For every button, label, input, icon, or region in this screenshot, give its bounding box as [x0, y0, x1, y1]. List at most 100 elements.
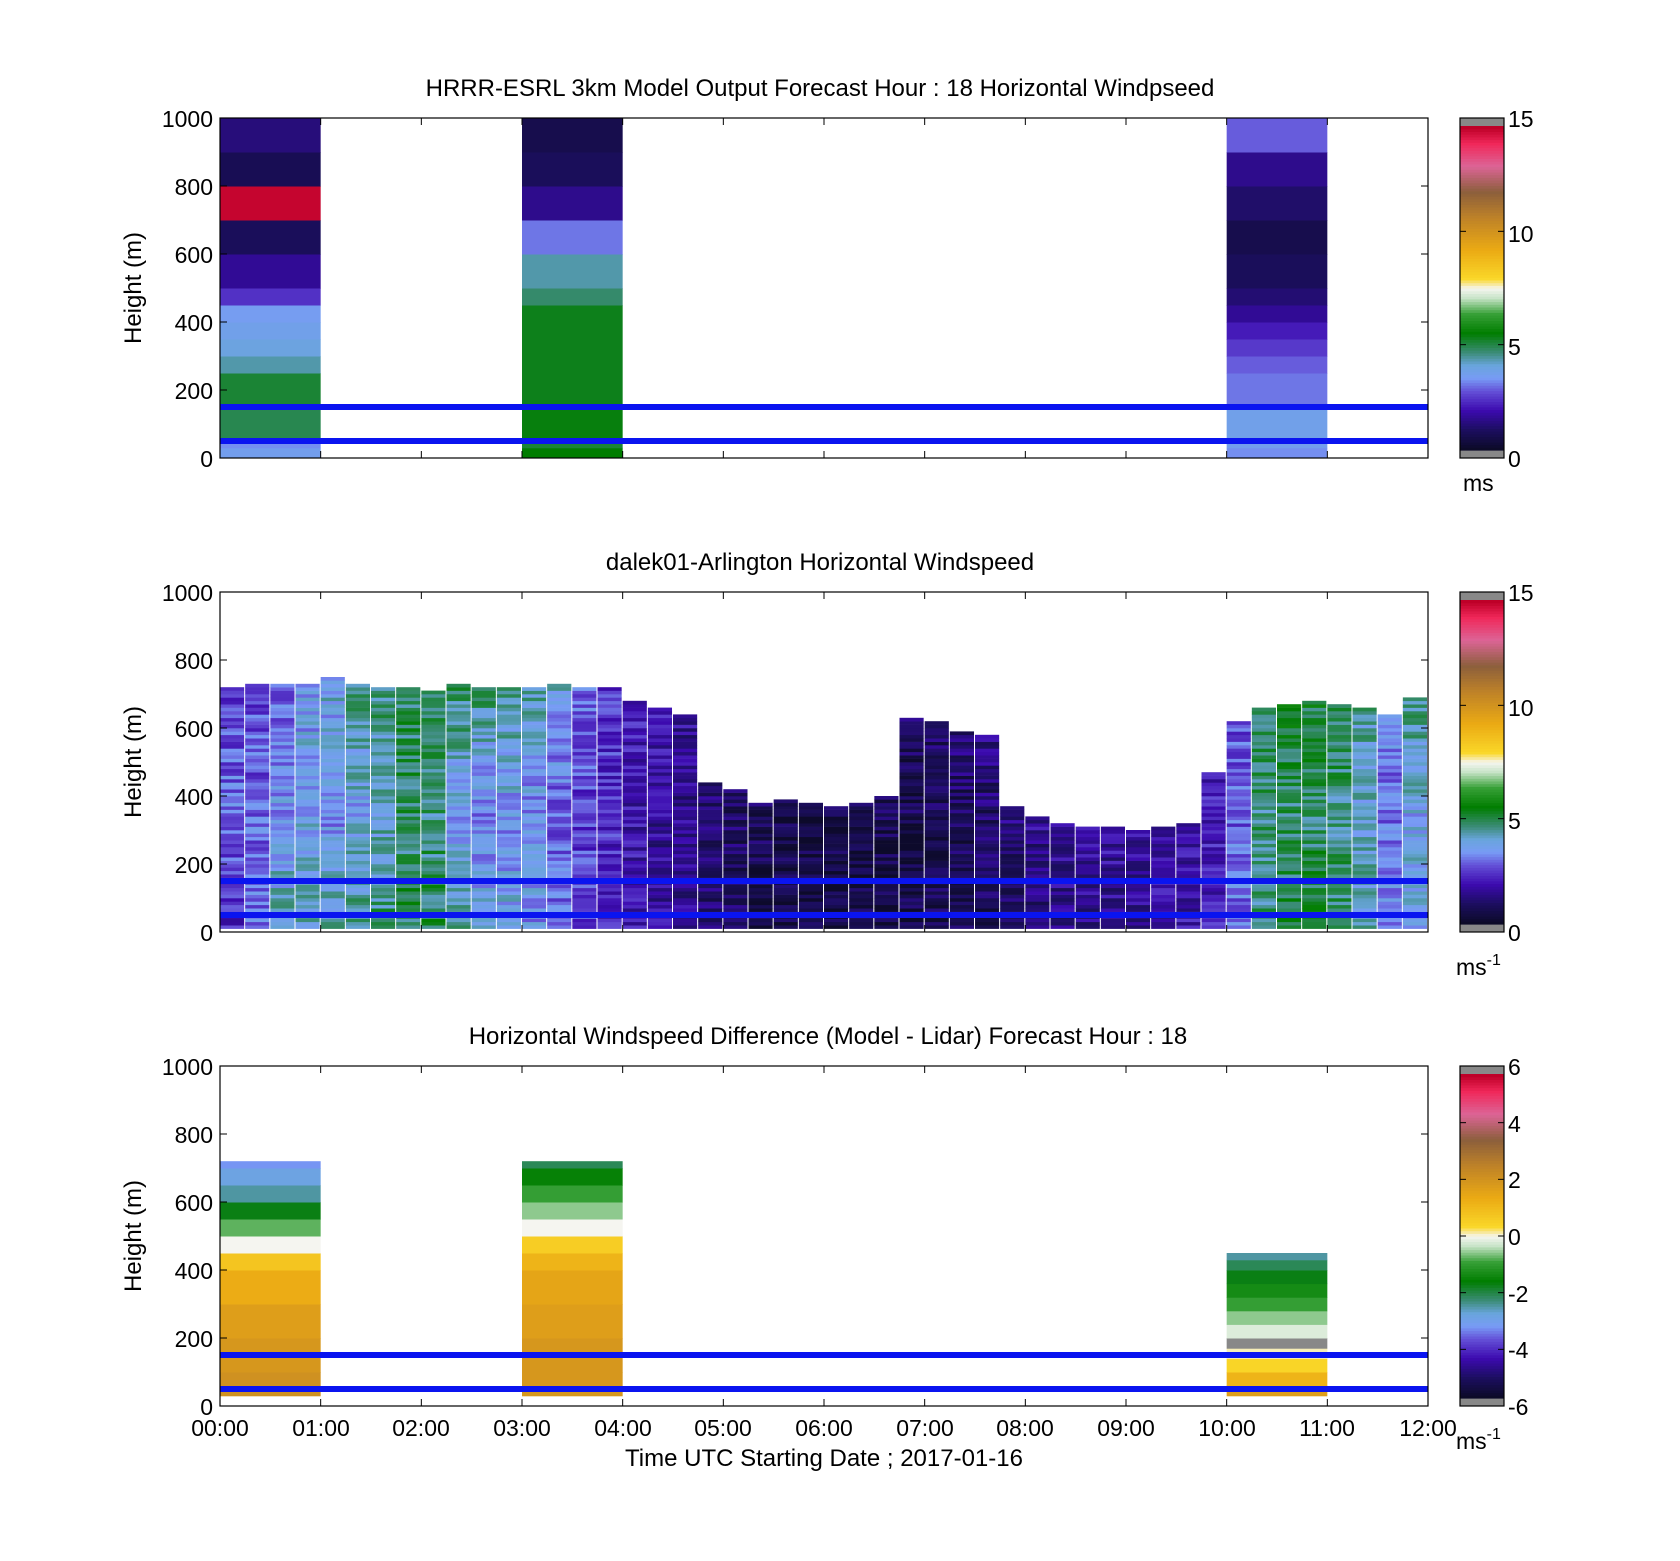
lidar-range-gate	[673, 758, 698, 763]
lidar-range-gate	[1126, 894, 1151, 899]
lidar-range-gate	[1402, 833, 1427, 838]
lidar-range-gate	[245, 734, 270, 739]
lidar-range-gate	[522, 809, 547, 814]
colorbar-swatch	[1460, 1084, 1504, 1089]
lidar-range-gate	[446, 751, 471, 756]
panel-2-reference-lines	[220, 878, 1428, 918]
lidar-range-gate	[597, 748, 622, 753]
lidar-range-gate	[924, 864, 949, 868]
lidar-range-gate	[874, 891, 899, 895]
lidar-range-gate	[471, 826, 496, 831]
lidar-range-gate	[924, 768, 949, 773]
lidar-range-gate	[1352, 904, 1377, 909]
lidar-range-gate	[245, 799, 270, 804]
lidar-range-gate	[597, 779, 622, 783]
colorbar-swatch	[1460, 748, 1504, 752]
lidar-range-gate	[975, 734, 1000, 739]
panel-3-y-tick-label: 0	[200, 1394, 213, 1420]
lidar-range-gate	[622, 847, 647, 851]
colorbar-swatch	[1460, 797, 1504, 801]
lidar-range-gate	[295, 894, 320, 899]
lidar-range-gate	[1327, 894, 1352, 899]
colorbar-swatch	[1460, 810, 1504, 814]
lidar-range-gate	[647, 741, 672, 746]
panel-3-reference-lines	[220, 1352, 1428, 1392]
lidar-range-gate	[1277, 826, 1302, 831]
lidar-range-gate	[1302, 830, 1327, 834]
lidar-range-gate	[1251, 772, 1276, 776]
lidar-range-gate	[849, 918, 874, 923]
lidar-range-gate	[1050, 847, 1075, 851]
lidar-range-gate	[1151, 860, 1176, 865]
lidar-range-gate	[622, 843, 647, 848]
colorbar-swatch	[1460, 182, 1504, 186]
lidar-range-gate	[924, 843, 949, 848]
lidar-range-gate	[1251, 887, 1276, 892]
lidar-range-gate	[396, 887, 421, 892]
lidar-range-gate	[622, 765, 647, 770]
lidar-range-gate	[295, 697, 320, 702]
lidar-range-gate	[1277, 802, 1302, 807]
lidar-range-gate	[471, 870, 496, 875]
lidar-range-gate	[924, 813, 949, 817]
colorbar-swatch	[1460, 436, 1504, 440]
lidar-range-gate	[371, 874, 396, 878]
lidar-range-gate	[396, 908, 421, 912]
lidar-range-gate	[1327, 745, 1352, 749]
lidar-range-gate	[1402, 717, 1427, 722]
lidar-range-gate	[1100, 833, 1125, 838]
lidar-range-gate	[547, 704, 572, 708]
colorbar-swatch	[1460, 897, 1504, 901]
lidar-range-gate	[220, 802, 245, 807]
lidar-range-gate	[849, 836, 874, 841]
lidar-range-gate	[1025, 867, 1050, 872]
lidar-range-gate	[1402, 741, 1427, 746]
lidar-range-gate	[1126, 853, 1151, 858]
lidar-range-gate	[371, 850, 396, 855]
lidar-range-gate	[1126, 867, 1151, 872]
lidar-range-gate	[1277, 734, 1302, 739]
lidar-range-gate	[371, 738, 396, 742]
lidar-range-gate	[320, 745, 345, 749]
lidar-range-gate	[899, 813, 924, 817]
lidar-range-gate	[874, 809, 899, 814]
lidar-range-gate	[899, 762, 924, 766]
lidar-range-gate	[471, 717, 496, 722]
lidar-range-gate	[975, 840, 1000, 844]
lidar-range-gate	[320, 714, 345, 719]
panel-1-colorbar	[1460, 117, 1504, 459]
lidar-range-gate	[270, 728, 295, 732]
lidar-range-gate	[1277, 711, 1302, 715]
colorbar-swatch	[1460, 651, 1504, 655]
lidar-range-gate	[1025, 833, 1050, 838]
lidar-range-gate	[245, 925, 270, 929]
lidar-range-gate	[245, 816, 270, 821]
lidar-range-gate	[345, 687, 370, 691]
heatmap-cell	[220, 1161, 321, 1169]
heatmap-cell	[522, 407, 623, 442]
lidar-range-gate	[849, 901, 874, 906]
lidar-range-gate	[1377, 826, 1402, 831]
lidar-range-gate	[471, 779, 496, 783]
lidar-range-gate	[673, 796, 698, 800]
lidar-range-gate	[1277, 799, 1302, 804]
colorbar-swatch	[1460, 317, 1504, 321]
lidar-range-gate	[1302, 707, 1327, 712]
colorbar-swatch	[1460, 805, 1504, 809]
lidar-range-gate	[471, 904, 496, 909]
colorbar-swatch	[1460, 608, 1504, 612]
colorbar-swatch	[1460, 1335, 1504, 1340]
colorbar-swatch	[1460, 678, 1504, 682]
lidar-range-gate	[673, 765, 698, 770]
lidar-range-gate	[1377, 765, 1402, 770]
lidar-range-gate	[320, 898, 345, 902]
colorbar-swatch	[1460, 225, 1504, 230]
colorbar-swatch	[1460, 131, 1504, 135]
lidar-range-gate	[245, 738, 270, 742]
colorbar-swatch	[1460, 683, 1504, 687]
lidar-range-gate	[572, 751, 597, 756]
lidar-range-gate	[673, 870, 698, 875]
lidar-range-gate	[1302, 823, 1327, 827]
lidar-range-gate	[295, 700, 320, 705]
lidar-range-gate	[295, 833, 320, 838]
